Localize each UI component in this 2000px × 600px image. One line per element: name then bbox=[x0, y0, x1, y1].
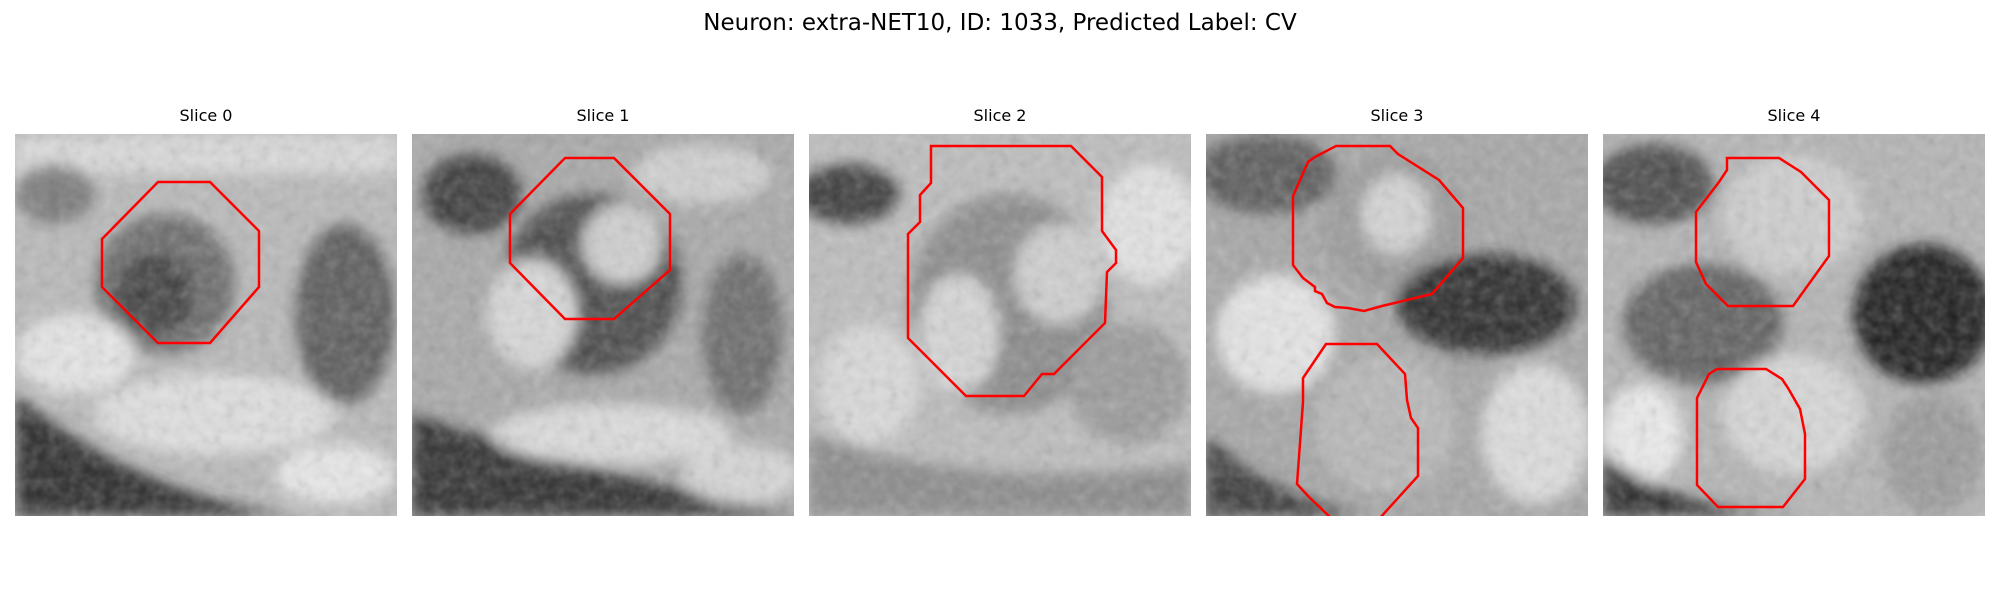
slice-image-1 bbox=[412, 134, 794, 516]
figure-title: Neuron: extra-NET10, ID: 1033, Predicted… bbox=[703, 10, 1297, 36]
contour-3a bbox=[1291, 144, 1465, 313]
contour-2a bbox=[906, 144, 1118, 398]
slice-panel-3: Slice 3 bbox=[1206, 106, 1588, 516]
slice-title-2: Slice 2 bbox=[973, 106, 1027, 125]
slice-title-4: Slice 4 bbox=[1767, 106, 1821, 125]
slice-title-0: Slice 0 bbox=[179, 106, 233, 125]
slice-panel-4: Slice 4 bbox=[1603, 106, 1985, 516]
contour-4a bbox=[1694, 156, 1831, 308]
slice-panel-1: Slice 1 bbox=[412, 106, 794, 516]
slice-image-4 bbox=[1603, 134, 1985, 516]
contour-4b bbox=[1695, 367, 1807, 509]
contour-3b bbox=[1295, 342, 1420, 516]
slice-image-0 bbox=[15, 134, 397, 516]
slice-panel-0: Slice 0 bbox=[15, 106, 397, 516]
contour-0a bbox=[100, 180, 261, 345]
slice-image-3 bbox=[1206, 134, 1588, 516]
slice-title-1: Slice 1 bbox=[576, 106, 630, 125]
slice-image-2 bbox=[809, 134, 1191, 516]
slice-title-3: Slice 3 bbox=[1370, 106, 1424, 125]
contour-1a bbox=[508, 156, 672, 321]
slice-panel-2: Slice 2 bbox=[809, 106, 1191, 516]
